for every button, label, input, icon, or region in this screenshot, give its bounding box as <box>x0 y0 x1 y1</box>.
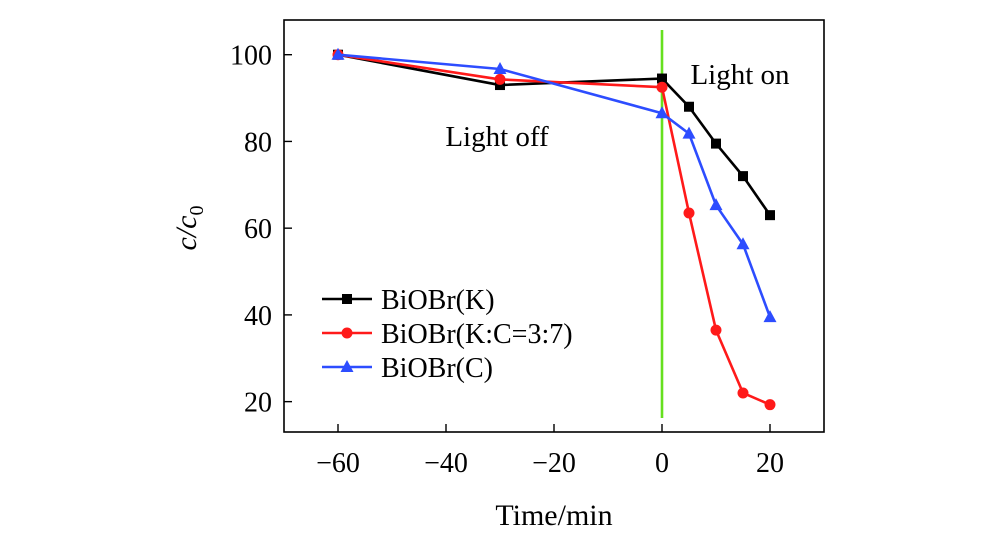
legend-label: BiOBr(C) <box>381 353 493 384</box>
data-point <box>493 62 507 75</box>
legend-item-3: BiOBr(C) <box>322 353 493 384</box>
data-point <box>656 81 668 93</box>
x-tick-label: −60 <box>316 448 360 479</box>
series-layer <box>331 47 777 411</box>
y-tick-label: 100 <box>230 41 272 72</box>
data-point <box>709 198 723 211</box>
legend-marker <box>340 360 354 372</box>
ticks-layer: −60 −40 −20 0 20 20 40 60 80 100 <box>230 41 784 479</box>
x-tick-label: 0 <box>655 448 669 479</box>
x-tick-label: −20 <box>532 448 576 479</box>
data-point <box>655 106 669 119</box>
annotation-light-on: Light on <box>690 59 790 91</box>
data-point <box>737 387 749 399</box>
data-point <box>764 399 776 411</box>
legend-marker <box>341 327 353 339</box>
legend-label: BiOBr(K) <box>381 285 495 316</box>
x-tick-label: −40 <box>424 448 468 479</box>
y-tick-label: 60 <box>244 214 272 245</box>
y-tick-label: 40 <box>244 301 272 332</box>
data-point <box>657 73 667 84</box>
data-point <box>331 47 345 60</box>
plot-frame <box>283 19 825 433</box>
y-axis-label: c/c0 <box>170 206 208 251</box>
data-point <box>683 207 695 219</box>
data-point <box>736 237 750 250</box>
data-point <box>684 101 694 112</box>
data-point <box>765 210 775 221</box>
series-2 <box>332 49 776 411</box>
legend-item-1: BiOBr(K) <box>322 285 495 316</box>
y-tick-label: 20 <box>244 388 272 419</box>
data-point <box>495 80 505 91</box>
y-tick-label: 80 <box>244 127 272 158</box>
series-3 <box>331 47 777 323</box>
annotation-light-off: Light off <box>445 121 549 153</box>
data-point <box>763 310 777 323</box>
data-point <box>738 171 748 182</box>
x-axis-label: Time/min <box>495 499 612 532</box>
legend-marker <box>342 294 352 304</box>
data-point <box>682 126 696 139</box>
x-tick-label: 20 <box>756 448 784 479</box>
y-axis-label-subscript: 0 <box>186 206 208 216</box>
data-point <box>711 138 721 149</box>
data-point <box>494 73 506 85</box>
data-point <box>710 324 722 336</box>
y-axis-label-main: c/c <box>170 216 203 251</box>
legend: BiOBr(K)BiOBr(K:C=3:7)BiOBr(C) <box>322 285 573 384</box>
legend-item-2: BiOBr(K:C=3:7) <box>322 319 573 350</box>
legend-label: BiOBr(K:C=3:7) <box>381 319 573 350</box>
